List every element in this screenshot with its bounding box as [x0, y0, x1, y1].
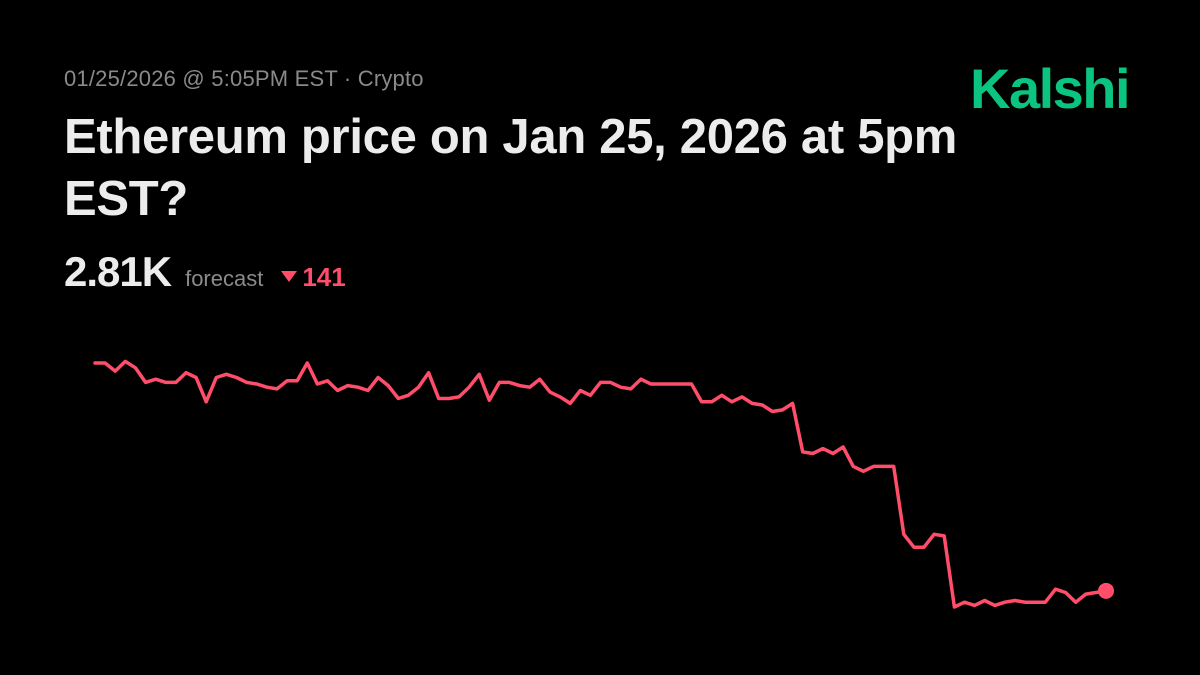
latest-point-marker [1098, 582, 1114, 599]
forecast-stats: 2.81K forecast 141 [64, 248, 346, 296]
forecast-change: 141 [281, 262, 346, 293]
forecast-label: forecast [185, 266, 264, 291]
triangle-down-icon [281, 271, 298, 282]
forecast-value: 2.81K [64, 248, 172, 295]
market-title: Ethereum price on Jan 25, 2026 at 5pm ES… [64, 110, 958, 226]
forecast-change-value: 141 [302, 262, 346, 292]
series-line [93, 359, 1108, 609]
market-meta: 01/25/2026 @ 5:05PM EST · Crypto [64, 66, 424, 91]
kalshi-logo: Kalshi [970, 57, 1131, 120]
